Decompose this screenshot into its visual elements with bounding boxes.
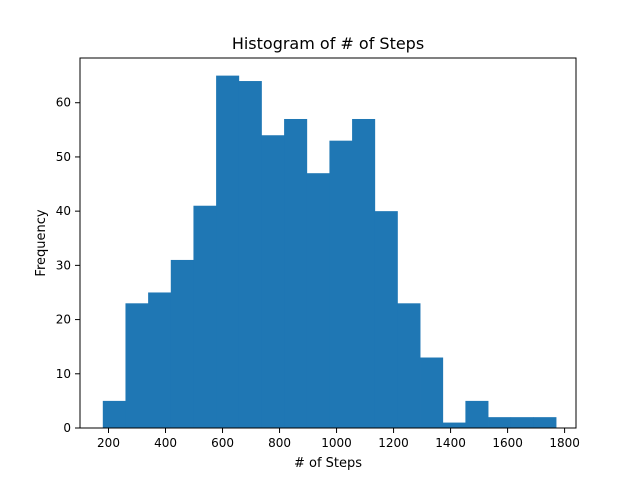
bars-group — [102, 75, 557, 429]
histogram-bar — [284, 118, 308, 429]
x-tick-label: 1800 — [549, 436, 580, 450]
x-axis-ticks: 200 400 600 800 1000 1200 1400 1600 1800 — [97, 428, 580, 450]
y-axis-label: Frequency — [34, 209, 49, 276]
histogram-bar — [533, 417, 557, 428]
histogram-bar — [193, 205, 217, 428]
histogram-bar — [216, 75, 240, 429]
y-tick-label: 30 — [56, 258, 71, 272]
x-tick-label: 1400 — [435, 436, 466, 450]
histogram-bar — [420, 357, 444, 428]
histogram-bar — [125, 303, 149, 428]
histogram-bar — [397, 303, 421, 428]
y-tick-label: 40 — [56, 204, 71, 218]
x-tick-label: 600 — [211, 436, 234, 450]
histogram-bar — [329, 140, 353, 429]
histogram-bar — [510, 417, 534, 428]
y-tick-label: 0 — [63, 421, 71, 435]
x-tick-label: 400 — [154, 436, 177, 450]
histogram-bar — [102, 400, 126, 428]
histogram-bar — [238, 81, 262, 428]
histogram-bar — [148, 292, 172, 428]
x-tick-label: 1000 — [321, 436, 352, 450]
plot-frame — [79, 57, 577, 429]
histogram-bar — [170, 259, 194, 428]
chart-title: Histogram of # of Steps — [232, 34, 424, 53]
histogram-bar — [442, 422, 466, 428]
y-tick-label: 50 — [56, 150, 71, 164]
x-tick-label: 1200 — [378, 436, 409, 450]
histogram-bar — [306, 173, 330, 428]
x-tick-label: 1600 — [492, 436, 523, 450]
x-tick-label: 200 — [97, 436, 120, 450]
y-tick-label: 20 — [56, 313, 71, 327]
x-tick-label: 800 — [268, 436, 291, 450]
histogram-bar — [465, 400, 489, 428]
histogram-bar — [374, 211, 398, 428]
y-axis-ticks: 0 10 20 30 40 50 60 — [56, 96, 80, 435]
y-tick-label: 10 — [56, 367, 71, 381]
y-tick-label: 60 — [56, 96, 71, 110]
x-axis-label: # of Steps — [294, 456, 362, 471]
histogram-bar — [352, 118, 376, 429]
histogram-bar — [488, 417, 512, 428]
histogram-bar — [261, 135, 285, 428]
